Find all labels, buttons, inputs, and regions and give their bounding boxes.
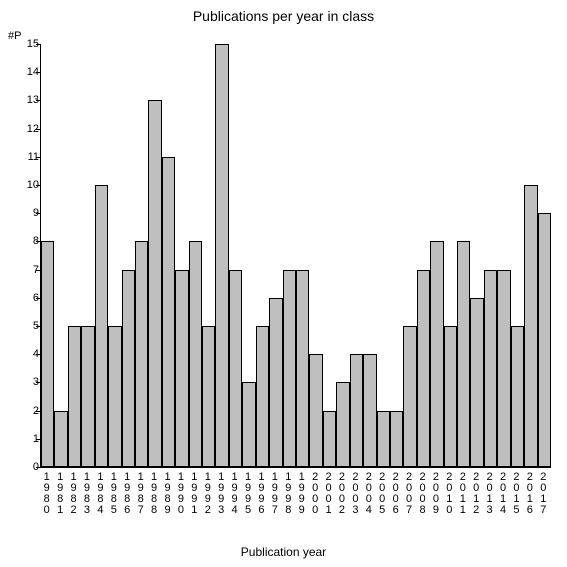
- bar: [202, 326, 215, 467]
- bar: [256, 326, 269, 467]
- bar: [162, 157, 175, 467]
- bar: [148, 100, 161, 467]
- x-tick-label: 1982: [70, 472, 78, 516]
- x-tick-label: 1981: [56, 472, 64, 516]
- x-tick-label: 2007: [405, 472, 413, 516]
- y-tick-mark: [36, 439, 40, 440]
- bar: [175, 270, 188, 467]
- x-tick-label: 2005: [378, 472, 386, 516]
- x-tick-label: 1987: [137, 472, 145, 516]
- bar: [417, 270, 430, 467]
- x-tick-label: 1986: [123, 472, 131, 516]
- x-tick-label: 2000: [311, 472, 319, 516]
- bar: [363, 354, 376, 467]
- x-tick-label: 2015: [512, 472, 520, 516]
- x-tick-label: 2004: [365, 472, 373, 516]
- bar: [122, 270, 135, 467]
- x-tick-label: 2012: [472, 472, 480, 516]
- x-tick-label: 1993: [217, 472, 225, 516]
- y-tick-mark: [36, 326, 40, 327]
- x-tick-label: 1994: [231, 472, 239, 516]
- x-tick-label: 1983: [83, 472, 91, 516]
- x-axis-title: Publication year: [0, 545, 567, 559]
- x-tick-label: 2014: [499, 472, 507, 516]
- bar: [377, 411, 390, 467]
- bar: [215, 44, 228, 467]
- bar: [444, 326, 457, 467]
- y-tick-mark: [36, 270, 40, 271]
- y-tick-mark: [36, 241, 40, 242]
- y-tick-mark: [36, 157, 40, 158]
- x-tick-label: 1990: [177, 472, 185, 516]
- plot-area: [40, 44, 551, 468]
- y-tick-mark: [36, 185, 40, 186]
- bar: [108, 326, 121, 467]
- x-tick-label: 1995: [244, 472, 252, 516]
- y-tick-mark: [36, 298, 40, 299]
- bar: [41, 241, 54, 467]
- bar: [350, 354, 363, 467]
- bar: [403, 326, 416, 467]
- chart-container: Publications per year in class #P 012345…: [0, 0, 567, 567]
- bar: [390, 411, 403, 467]
- y-tick-mark: [36, 72, 40, 73]
- x-tick-label: 1984: [96, 472, 104, 516]
- bar: [95, 185, 108, 467]
- bar: [283, 270, 296, 467]
- bar: [457, 241, 470, 467]
- y-tick-mark: [36, 100, 40, 101]
- x-tick-label: 2016: [526, 472, 534, 516]
- chart-title: Publications per year in class: [0, 8, 567, 24]
- x-tick-label: 2011: [459, 472, 467, 516]
- y-tick-mark: [36, 354, 40, 355]
- y-tick-mark: [36, 467, 40, 468]
- x-tick-label: 1998: [284, 472, 292, 516]
- x-tick-label: 2013: [486, 472, 494, 516]
- x-tick-label: 2017: [539, 472, 547, 516]
- bar: [229, 270, 242, 467]
- bar: [242, 382, 255, 467]
- x-tick-label: 2008: [419, 472, 427, 516]
- x-tick-label: 2006: [392, 472, 400, 516]
- bar: [309, 354, 322, 467]
- x-tick-label: 2001: [325, 472, 333, 516]
- x-tick-label: 1997: [271, 472, 279, 516]
- y-tick-mark: [36, 213, 40, 214]
- x-tick-label: 1989: [164, 472, 172, 516]
- x-tick-label: 1991: [190, 472, 198, 516]
- bar: [323, 411, 336, 467]
- x-tick-label: 1996: [257, 472, 265, 516]
- bar: [484, 270, 497, 467]
- bar: [497, 270, 510, 467]
- x-tick-label: 2003: [351, 472, 359, 516]
- bar: [336, 382, 349, 467]
- bar: [269, 298, 282, 467]
- x-tick-label: 1988: [150, 472, 158, 516]
- y-tick-mark: [36, 129, 40, 130]
- bar: [189, 241, 202, 467]
- y-tick-mark: [36, 44, 40, 45]
- x-tick-label: 2010: [445, 472, 453, 516]
- y-tick-mark: [36, 411, 40, 412]
- bar: [524, 185, 537, 467]
- bar: [68, 326, 81, 467]
- y-tick-mark: [36, 382, 40, 383]
- x-tick-label: 2009: [432, 472, 440, 516]
- x-tick-label: 1985: [110, 472, 118, 516]
- bar: [538, 213, 551, 467]
- x-tick-label: 2002: [338, 472, 346, 516]
- x-tick-label: 1992: [204, 472, 212, 516]
- x-tick-label: 1980: [43, 472, 51, 516]
- bar: [54, 411, 67, 467]
- bar: [81, 326, 94, 467]
- bar: [470, 298, 483, 467]
- x-tick-label: 1999: [298, 472, 306, 516]
- bar: [511, 326, 524, 467]
- bar: [430, 241, 443, 467]
- bar: [135, 241, 148, 467]
- bar: [296, 270, 309, 467]
